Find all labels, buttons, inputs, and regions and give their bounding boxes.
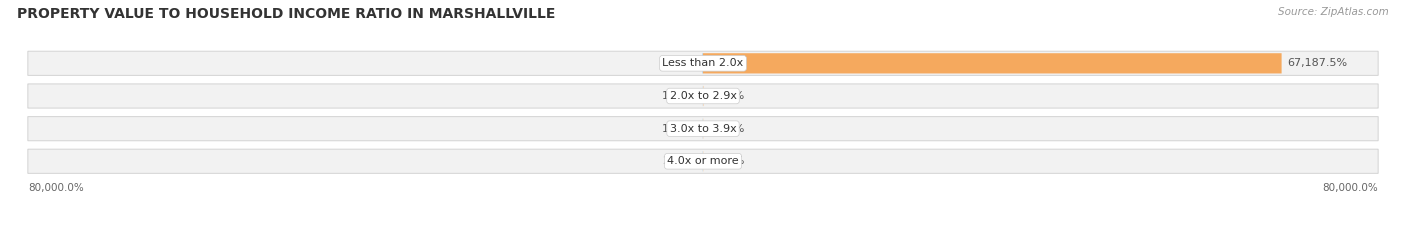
FancyBboxPatch shape: [28, 84, 1378, 108]
Text: 46.3%: 46.3%: [662, 58, 697, 68]
Text: 35.0%: 35.0%: [709, 91, 744, 101]
Text: 3.0x to 3.9x: 3.0x to 3.9x: [669, 124, 737, 134]
FancyBboxPatch shape: [28, 51, 1378, 75]
Text: 19.4%: 19.4%: [662, 124, 697, 134]
Text: 80,000.0%: 80,000.0%: [1323, 183, 1378, 193]
Text: 4.0x or more: 4.0x or more: [668, 156, 738, 166]
Text: PROPERTY VALUE TO HOUSEHOLD INCOME RATIO IN MARSHALLVILLE: PROPERTY VALUE TO HOUSEHOLD INCOME RATIO…: [17, 7, 555, 21]
Legend: Without Mortgage, With Mortgage: Without Mortgage, With Mortgage: [588, 231, 818, 234]
FancyBboxPatch shape: [703, 53, 1282, 73]
Text: 2.0x to 2.9x: 2.0x to 2.9x: [669, 91, 737, 101]
FancyBboxPatch shape: [28, 149, 1378, 173]
Text: 80,000.0%: 80,000.0%: [28, 183, 83, 193]
Text: 20.0%: 20.0%: [709, 156, 744, 166]
Text: 13.8%: 13.8%: [662, 91, 697, 101]
Text: Source: ZipAtlas.com: Source: ZipAtlas.com: [1278, 7, 1389, 17]
Text: 20.0%: 20.0%: [709, 124, 744, 134]
Text: 67,187.5%: 67,187.5%: [1286, 58, 1347, 68]
Text: 20.6%: 20.6%: [662, 156, 697, 166]
FancyBboxPatch shape: [28, 117, 1378, 141]
Text: Less than 2.0x: Less than 2.0x: [662, 58, 744, 68]
